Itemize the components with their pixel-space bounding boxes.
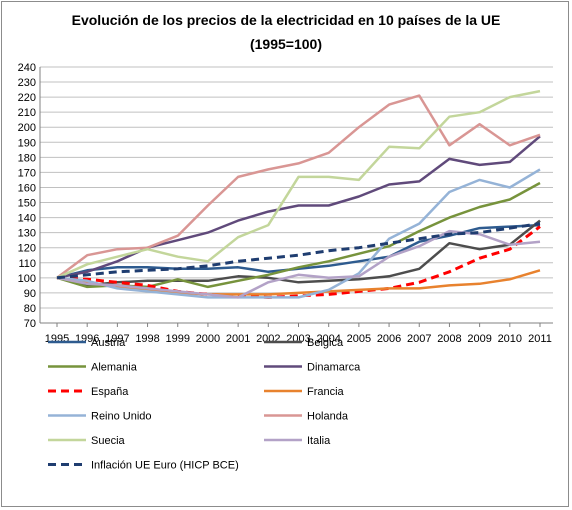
x-tick-label: 2000 xyxy=(196,333,220,345)
x-tick-label: 2005 xyxy=(347,333,371,345)
legend-label: Austria xyxy=(91,337,126,349)
x-tick-label: 2007 xyxy=(407,333,431,345)
y-tick-label: 200 xyxy=(18,122,36,134)
series-line-4 xyxy=(56,225,541,299)
chart-subtitle: (1995=100) xyxy=(249,36,322,52)
y-tick-label: 190 xyxy=(18,137,36,149)
y-tick-label: 160 xyxy=(18,182,36,194)
legend: Austria Belgica Alemania Dinamarca España Fra… xyxy=(48,337,361,472)
y-axis-ticks: 70 80 90 100 110 120 130 140 150 160 170 180 190 200 2… xyxy=(18,62,36,330)
y-tick-label: 170 xyxy=(18,167,36,179)
y-tick-label: 120 xyxy=(18,243,36,255)
series-line-1 xyxy=(56,219,541,287)
legend-label: Reino Unido xyxy=(91,411,152,423)
x-tick-label: 2006 xyxy=(377,333,401,345)
x-tick-label: 1998 xyxy=(135,333,159,345)
x-tick-label: 2004 xyxy=(316,333,340,345)
legend-label: Belgica xyxy=(307,337,344,349)
axes xyxy=(39,67,553,324)
series-line-7 xyxy=(56,94,541,279)
chart-title: Evolución de los precios de la electrici… xyxy=(71,12,501,28)
legend-label: Francia xyxy=(307,386,345,398)
series-lines xyxy=(56,89,541,299)
legend-label: Inflación UE Euro (HICP BCE) xyxy=(91,460,239,472)
legend-label: España xyxy=(91,386,129,398)
x-tick-label: 1999 xyxy=(166,333,190,345)
series-line-10 xyxy=(56,222,541,280)
x-tick-label: 2001 xyxy=(226,333,250,345)
series-line-5 xyxy=(56,269,541,296)
x-tick-label: 2009 xyxy=(467,333,491,345)
y-tick-label: 180 xyxy=(18,152,36,164)
y-tick-label: 110 xyxy=(18,258,36,270)
legend-label: Dinamarca xyxy=(307,362,361,374)
series-line-6 xyxy=(56,168,541,299)
x-tick-label: 2008 xyxy=(437,333,461,345)
x-tick-label: 2010 xyxy=(498,333,522,345)
x-tick-label: 2011 xyxy=(528,333,552,345)
y-tick-label: 220 xyxy=(18,92,36,104)
y-tick-label: 90 xyxy=(24,288,36,300)
y-tick-label: 140 xyxy=(18,213,36,225)
y-tick-label: 230 xyxy=(18,77,36,89)
legend-label: Suecia xyxy=(91,435,126,447)
y-tick-label: 240 xyxy=(18,62,36,74)
legend-label: Alemania xyxy=(91,362,138,374)
series-line-8 xyxy=(56,89,541,279)
series-line-9 xyxy=(56,229,541,299)
y-tick-label: 100 xyxy=(18,273,36,285)
y-tick-label: 130 xyxy=(18,228,36,240)
x-tick-label: 1997 xyxy=(105,333,129,345)
y-tick-label: 80 xyxy=(24,303,36,315)
y-tick-label: 150 xyxy=(18,198,36,210)
y-tick-label: 70 xyxy=(24,318,36,330)
legend-label: Holanda xyxy=(307,411,349,423)
legend-label: Italia xyxy=(307,435,331,447)
y-tick-label: 210 xyxy=(18,107,36,119)
